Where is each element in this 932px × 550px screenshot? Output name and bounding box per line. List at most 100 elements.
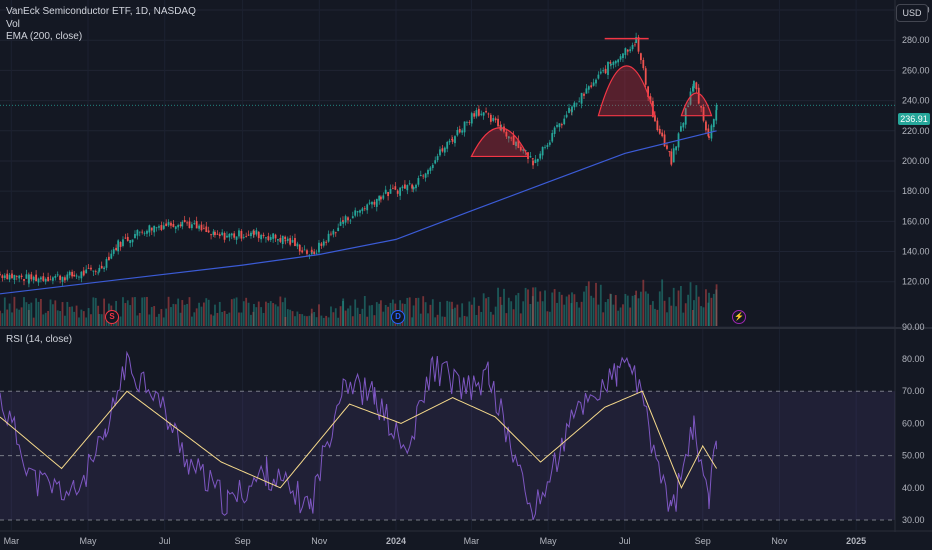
volume-bar — [59, 311, 62, 326]
symbol-legend[interactable]: VanEck Semiconductor ETF, 1D, NASDAQ — [6, 6, 196, 17]
volume-bar — [221, 311, 224, 326]
volume-bar — [419, 313, 422, 326]
volume-bar — [71, 306, 74, 326]
volume-bar — [64, 315, 66, 326]
volume-bar — [186, 303, 188, 326]
rsi-line — [0, 350, 718, 521]
candle-body — [573, 102, 576, 108]
candle-body — [269, 237, 272, 240]
ema-legend[interactable]: EMA (200, close) — [6, 31, 83, 42]
candle-body — [404, 184, 406, 189]
candle-body — [110, 253, 113, 259]
candle-body — [441, 148, 444, 152]
candle-body — [503, 126, 505, 132]
volume-bar — [532, 287, 534, 326]
volume-bar — [97, 305, 100, 326]
volume-bar — [363, 296, 366, 326]
volume-bar — [456, 304, 459, 326]
candle-body — [260, 234, 263, 240]
volume-bar — [44, 312, 47, 326]
candle-body — [15, 276, 18, 277]
volume-bar — [389, 302, 392, 326]
candle-body — [25, 274, 28, 279]
candle-body — [629, 49, 632, 52]
volume-bar — [507, 297, 510, 326]
volume-bar — [42, 314, 45, 326]
volume-bar — [32, 317, 35, 326]
candle-body — [580, 92, 583, 104]
candle-body — [200, 224, 203, 231]
volume-bar — [485, 298, 487, 326]
volume-bar — [286, 309, 289, 326]
candle-body — [122, 239, 124, 247]
candle-body — [284, 240, 287, 242]
candle-body — [424, 173, 427, 178]
candle-body — [371, 201, 373, 205]
currency-button[interactable]: USD — [896, 4, 928, 22]
candle-body — [94, 271, 97, 273]
volume-bar — [8, 303, 11, 326]
candle-body — [354, 210, 357, 216]
volume-bar — [267, 302, 270, 326]
volume-bar — [347, 308, 349, 326]
rsi-tick-label: 80.00 — [902, 354, 925, 364]
volume-bar — [342, 300, 344, 326]
volume-bar — [126, 300, 129, 326]
rsi-legend[interactable]: RSI (14, close) — [6, 334, 73, 345]
volume-bar — [446, 300, 449, 326]
candle-body — [592, 82, 595, 86]
candle-body — [265, 237, 267, 239]
earnings-event-icon[interactable]: ⚡ — [732, 310, 746, 324]
volume-bar — [6, 309, 9, 326]
volume-bar — [675, 306, 678, 326]
time-tick-label: May — [79, 536, 97, 546]
candle-body — [124, 237, 127, 239]
time-tick-label: Jul — [619, 536, 631, 546]
volume-bar — [98, 314, 101, 326]
volume-bar — [672, 287, 675, 326]
candle-body — [515, 141, 517, 147]
volume-bar — [265, 301, 267, 326]
volume-legend[interactable]: Vol — [6, 19, 20, 30]
volume-bar — [198, 302, 200, 326]
candle-body — [575, 103, 578, 105]
volume-bar — [534, 287, 537, 326]
candle-body — [482, 112, 485, 116]
volume-bar — [604, 302, 607, 326]
volume-bar — [13, 296, 16, 326]
candle-body — [235, 236, 238, 240]
candle-body — [607, 61, 609, 75]
volume-bar — [272, 303, 275, 326]
candle-body — [78, 276, 80, 278]
volume-bar — [470, 304, 473, 326]
volume-bar — [642, 279, 645, 326]
candle-body — [485, 111, 487, 113]
candle-body — [205, 226, 208, 233]
volume-bar — [475, 314, 478, 326]
volume-bar — [90, 314, 92, 326]
volume-bar — [451, 309, 454, 326]
candle-body — [318, 242, 320, 253]
volume-bar — [661, 279, 664, 326]
candle-body — [148, 225, 151, 233]
candle-body — [44, 278, 47, 282]
volume-bar — [230, 299, 233, 326]
candle-body — [666, 145, 668, 149]
volume-bar — [700, 306, 703, 326]
candle-body — [644, 68, 647, 85]
volume-bar — [649, 304, 652, 326]
candle-body — [510, 137, 513, 139]
dividend-event-icon[interactable]: D — [391, 310, 405, 324]
volume-bar — [124, 303, 127, 326]
volume-bar — [412, 305, 415, 326]
volume-bar — [619, 307, 622, 326]
candle-body — [468, 122, 471, 123]
time-tick-label: Jul — [159, 536, 171, 546]
candle-body — [71, 271, 74, 277]
candle-body — [695, 82, 698, 90]
split-event-icon[interactable]: S — [105, 310, 119, 324]
volume-bar — [668, 297, 671, 326]
candle-body — [610, 63, 612, 66]
volume-bar — [238, 312, 240, 326]
volume-bar — [473, 297, 476, 326]
